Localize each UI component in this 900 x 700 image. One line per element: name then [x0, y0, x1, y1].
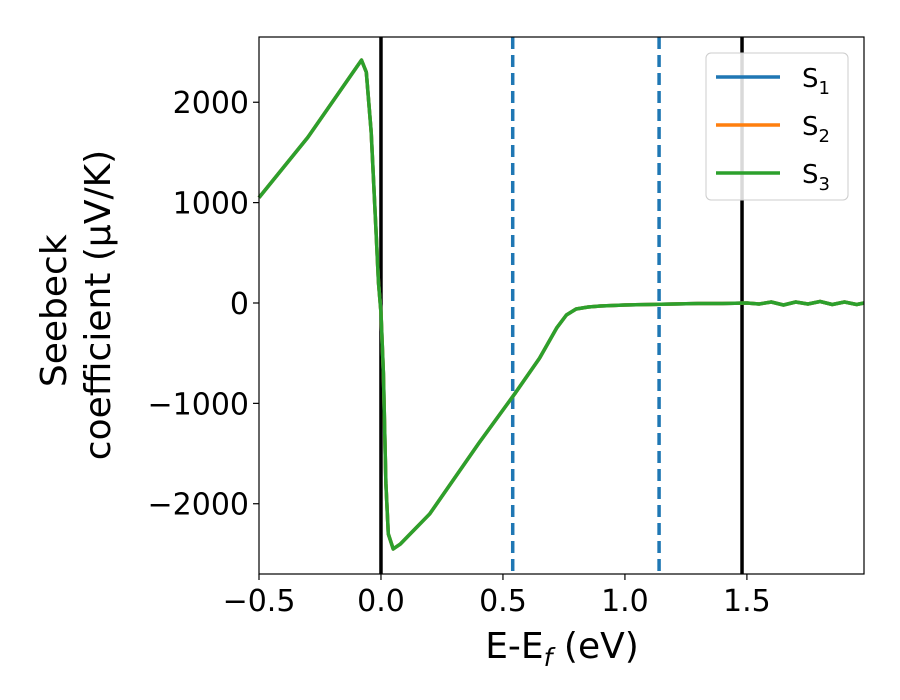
series-lines [257, 58, 865, 551]
x-tick-label: 1.5 [723, 584, 771, 619]
legend-label-1: S1 [802, 64, 830, 99]
x-tick-label: 1.0 [601, 584, 649, 619]
x-tick-label: −0.5 [223, 584, 296, 619]
x-axis-title: E-Ef (eV) [485, 626, 639, 672]
y-tick-label: −1000 [148, 387, 249, 422]
y-tick-label: 2000 [173, 86, 249, 121]
legend-label-2: S2 [802, 112, 830, 147]
y-axis-ticks: 2000 1000 0 −1000 −2000 [148, 86, 259, 523]
x-tick-label: 0.5 [479, 584, 527, 619]
reference-lines [379, 37, 744, 574]
y-tick-label: 1000 [173, 187, 249, 222]
plot-frame [258, 36, 865, 575]
x-tick-label: 0.0 [357, 584, 405, 619]
y-tick-label: −2000 [148, 488, 249, 523]
y-axis-title: Seebeck coefficient (μV/K) [34, 150, 119, 460]
x-axis-ticks: −0.5 0.0 0.5 1.0 1.5 [223, 574, 771, 619]
y-tick-label: 0 [230, 287, 249, 322]
legend: S1 S2 S3 [705, 52, 849, 201]
series-line-3 [257, 58, 865, 551]
y-axis-title-line1: Seebeck [34, 234, 75, 387]
legend-label-3: S3 [802, 160, 830, 195]
y-axis-title-line2: coefficient (μV/K) [78, 150, 119, 460]
